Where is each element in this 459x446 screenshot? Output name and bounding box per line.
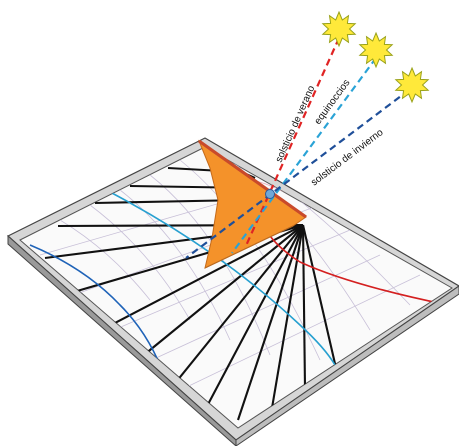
sun-icon xyxy=(394,66,430,104)
winter-solstice-label: solsticio de invierno xyxy=(309,127,386,189)
summer-ray xyxy=(243,37,341,249)
summer-solstice-label: solsticio de verano xyxy=(274,84,318,165)
gnomon xyxy=(197,139,307,269)
equinox-ray xyxy=(231,57,377,254)
nodus-knot xyxy=(265,189,275,199)
equinox-line xyxy=(109,191,336,366)
winter-solstice-curve xyxy=(29,244,166,379)
sun-icon xyxy=(358,31,394,69)
sun-icon xyxy=(321,10,357,48)
sun-rays xyxy=(185,37,410,259)
sundial-base xyxy=(6,137,459,446)
winter-ray xyxy=(185,89,410,259)
